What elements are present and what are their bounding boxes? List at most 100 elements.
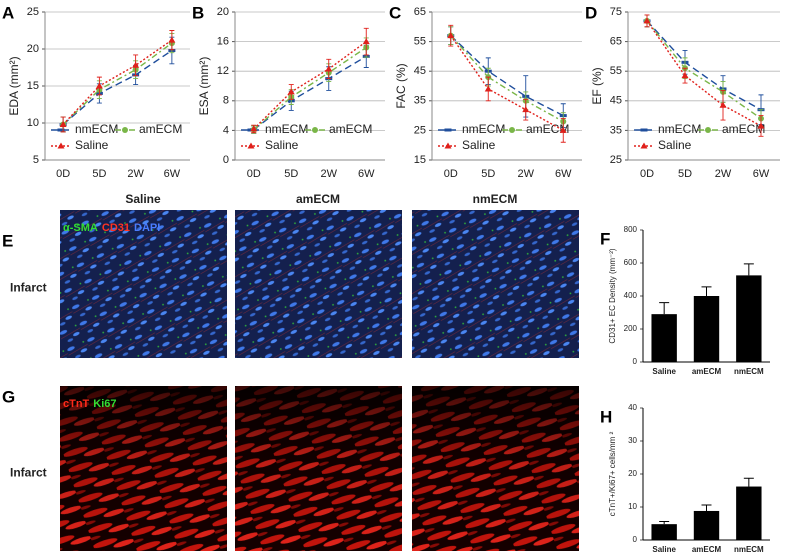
y-tick-label: 35	[610, 124, 622, 136]
legend-label: nmECM	[265, 122, 308, 136]
marker	[643, 17, 651, 24]
marker	[681, 72, 689, 79]
legend-label: Saline	[75, 138, 109, 152]
marker	[484, 85, 492, 92]
legend-marker	[122, 127, 128, 133]
micrograph	[412, 210, 579, 358]
x-tick-label: 2W	[127, 168, 144, 180]
marker	[719, 101, 727, 108]
column-title: nmECM	[473, 192, 518, 206]
y-tick-label: 4	[223, 124, 229, 136]
y-tick-label: 55	[610, 65, 622, 77]
y-tick-label: 16	[217, 36, 229, 48]
y-tick-label: 55	[414, 36, 426, 48]
bar	[736, 486, 762, 540]
x-tick-label: amECM	[692, 367, 722, 376]
y-tick-label: 5	[33, 154, 39, 166]
panel-letter: C	[389, 3, 401, 22]
x-tick-label: 0D	[56, 168, 70, 180]
y-tick-label: 800	[624, 225, 638, 234]
error-bar	[659, 302, 670, 315]
series-line	[62, 49, 173, 126]
y-tick-label: 25	[610, 154, 622, 166]
x-tick-label: 2W	[715, 168, 732, 180]
bar	[651, 524, 677, 540]
series-line	[450, 35, 564, 123]
y-axis-label: FAC (%)	[394, 63, 408, 108]
error-bar	[743, 263, 754, 276]
series-line	[253, 46, 367, 131]
y-tick-label: 65	[610, 36, 622, 48]
x-tick-label: Saline	[652, 367, 676, 376]
row-label: Infarct	[10, 281, 47, 295]
legend-marker	[640, 142, 648, 149]
y-tick-label: 12	[217, 65, 229, 77]
marker	[59, 120, 67, 127]
marker	[447, 32, 455, 39]
x-tick-label: nmECM	[734, 545, 764, 554]
y-tick-label: 10	[27, 117, 39, 129]
stain-label: cTnT	[63, 398, 90, 410]
y-tick-label: 65	[414, 6, 426, 18]
legend-label: Saline	[462, 138, 496, 152]
legend-marker	[57, 142, 65, 149]
column-title: amECM	[296, 192, 340, 206]
bar	[693, 296, 720, 362]
marker	[250, 125, 258, 132]
y-tick-label: 20	[628, 469, 637, 478]
legend-label: Saline	[265, 138, 299, 152]
y-axis-label: EF (%)	[590, 67, 604, 104]
panel-letter: D	[585, 3, 597, 22]
error-bar	[701, 504, 712, 511]
series-line	[646, 20, 762, 127]
marker	[522, 106, 530, 113]
stain-label: α-SMA	[63, 222, 98, 234]
y-tick-label: 15	[414, 154, 426, 166]
legend-label: amECM	[722, 122, 765, 136]
panel-letter: G	[2, 387, 15, 406]
y-tick-label: 400	[624, 291, 638, 300]
y-tick-label: 15	[27, 80, 39, 92]
x-tick-label: amECM	[692, 545, 722, 554]
legend-marker	[444, 128, 452, 132]
y-tick-label: 25	[414, 124, 426, 136]
micrograph-shade	[412, 386, 579, 551]
image-panels	[60, 210, 579, 551]
error-bar	[701, 286, 712, 296]
bar	[736, 275, 762, 362]
panel-letter: B	[192, 3, 204, 22]
series-line	[646, 20, 762, 111]
x-tick-label: 2W	[518, 168, 535, 180]
legend-marker	[640, 128, 648, 132]
marker	[757, 122, 765, 129]
series-line	[253, 55, 367, 131]
x-tick-label: 6W	[555, 168, 572, 180]
y-tick-label: 0	[633, 535, 638, 544]
panel-letter: F	[600, 229, 610, 248]
error-bar	[743, 477, 754, 487]
y-tick-label: 45	[414, 65, 426, 77]
series-line	[646, 20, 762, 120]
y-tick-label: 0	[633, 357, 638, 366]
y-axis-label: CD31+ EC Density (mm⁻²)	[608, 248, 617, 343]
y-tick-label: 30	[628, 436, 637, 445]
x-tick-label: 0D	[444, 168, 458, 180]
y-tick-label: 10	[628, 502, 637, 511]
x-tick-label: 5D	[284, 168, 298, 180]
legend-marker	[705, 127, 711, 133]
x-tick-label: 5D	[92, 168, 106, 180]
bar	[693, 510, 720, 540]
x-tick-label: 5D	[678, 168, 692, 180]
stain-label: CD31	[102, 222, 130, 234]
y-tick-label: 40	[628, 403, 637, 412]
stain-label: DAPI	[134, 222, 160, 234]
legend-label: nmECM	[658, 122, 701, 136]
x-tick-label: 2W	[321, 168, 338, 180]
y-tick-label: 600	[624, 258, 638, 267]
legend-marker	[444, 142, 452, 149]
series-line	[450, 35, 564, 132]
x-tick-label: nmECM	[734, 367, 764, 376]
y-tick-label: 0	[223, 154, 229, 166]
y-tick-label: 45	[610, 95, 622, 107]
y-tick-label: 20	[27, 43, 39, 55]
